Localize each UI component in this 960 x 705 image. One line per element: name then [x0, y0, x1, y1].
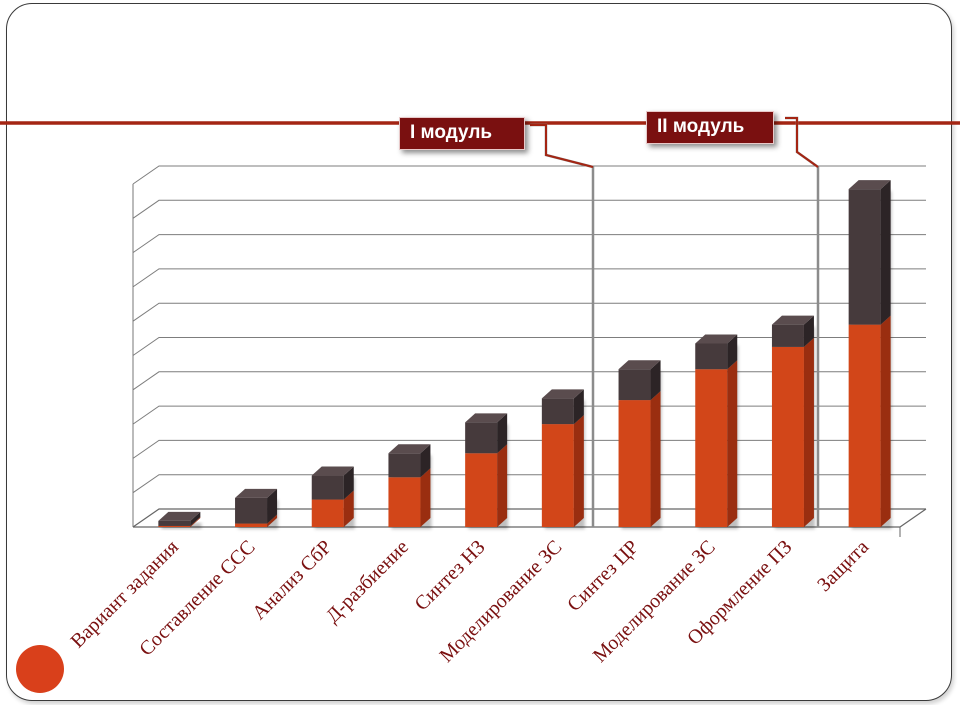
bar-segment-base	[235, 514, 278, 527]
bar-segment-base	[388, 468, 431, 527]
module-2-connector-accent	[785, 117, 819, 168]
bar-segment-base	[618, 391, 661, 527]
bar-segment-top	[541, 389, 584, 425]
bar-segment-top	[618, 360, 661, 401]
bar-segment-top	[465, 413, 508, 454]
gridline	[132, 371, 926, 391]
gridline	[132, 337, 926, 356]
gridline	[132, 268, 926, 288]
module-connectors	[530, 116, 820, 527]
bar-segment-base	[465, 444, 508, 527]
bar-segment-base	[541, 415, 584, 527]
bar-segment-base	[158, 516, 201, 527]
gridline	[132, 474, 926, 494]
x-tick-label: Синтез ЦР	[563, 536, 643, 616]
gridline	[132, 405, 926, 425]
bar-segment-top	[695, 334, 738, 370]
bar-segment-base	[695, 360, 738, 527]
x-tick-label: Синтез НЗ	[411, 536, 490, 615]
decorative-circle	[16, 645, 64, 693]
bar-segment-top	[771, 315, 814, 347]
bar-segment-top	[235, 488, 278, 524]
bar-segment-base	[848, 315, 891, 527]
gridline	[132, 199, 926, 219]
module-1-label: I модуль	[399, 117, 525, 150]
bar-segment-base	[311, 490, 354, 527]
x-tick-label: Д-разбиение	[322, 536, 413, 627]
bar-segment-top	[848, 180, 891, 325]
gridline	[132, 508, 926, 528]
gridline	[132, 302, 926, 322]
bar-segment-top	[388, 444, 431, 478]
chart-bars	[158, 180, 892, 529]
gridline	[132, 234, 926, 254]
x-tick-label: Защита	[813, 536, 873, 596]
gridline	[132, 439, 926, 459]
module-1-connector-accent	[530, 124, 594, 168]
bar-segment-top	[311, 466, 354, 500]
module-2-label: II модуль	[646, 111, 774, 144]
bar-segment-top	[158, 511, 201, 526]
gridline	[132, 165, 926, 185]
bar-segment-base	[771, 337, 814, 527]
